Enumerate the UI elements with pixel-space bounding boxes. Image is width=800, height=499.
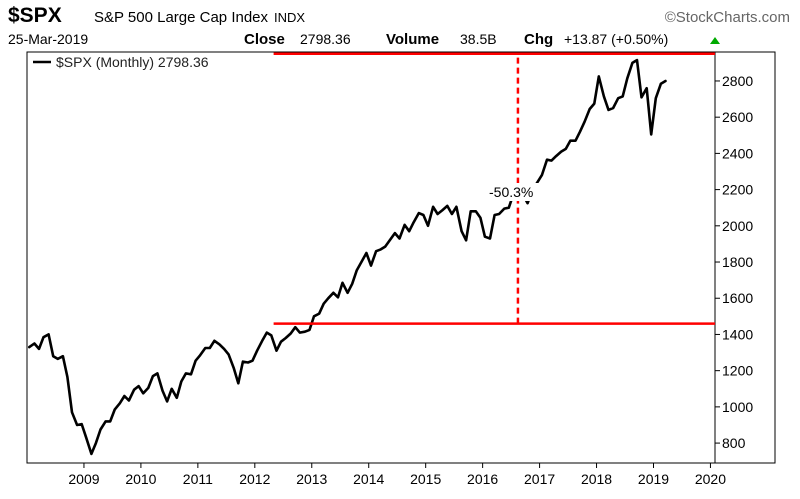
chg-value: +13.87 (+0.50%) (564, 31, 668, 47)
annotation-background (488, 183, 546, 201)
x-tick-label: 2014 (353, 471, 384, 487)
x-tick-label: 2020 (695, 471, 726, 487)
y-tick-label: 1800 (722, 254, 753, 270)
x-tick-label: 2011 (183, 471, 213, 487)
close-value: 2798.36 (300, 31, 351, 47)
y-tick-label: 1600 (722, 290, 753, 306)
y-tick-label: 1200 (722, 363, 753, 379)
x-tick-label: 2009 (68, 471, 99, 487)
y-tick-label: 1000 (722, 399, 753, 415)
x-tick-label: 2016 (467, 471, 498, 487)
symbol-text: $SPX (8, 4, 62, 27)
y-axis-panel (714, 51, 776, 464)
y-tick-label: 2400 (722, 145, 753, 161)
close-label: Close (244, 31, 285, 48)
y-tick-label: 800 (722, 435, 746, 451)
x-tick-label: 2013 (296, 471, 327, 487)
x-tick-label: 2015 (410, 471, 441, 487)
exchange-text: INDX (274, 10, 305, 25)
y-tick-label: 2600 (722, 109, 753, 125)
x-tick-label: 2017 (524, 471, 555, 487)
brand-watermark: ©StockCharts.com (665, 9, 790, 26)
y-tick-label: 1400 (722, 326, 753, 342)
date-text: 25-Mar-2019 (8, 31, 88, 47)
spx-price-line (28, 58, 667, 456)
index-name-text: S&P 500 Large Cap Index (94, 9, 269, 26)
volume-value: 38.5B (460, 31, 497, 47)
x-tick-label: 2019 (638, 471, 669, 487)
y-tick-label: 2000 (722, 218, 753, 234)
x-tick-label: 2012 (239, 471, 270, 487)
chg-label: Chg (524, 31, 553, 48)
axis-ticks-layer: 800 1000 1200 1400 1600 1800 2000 2200 2400 2600 2… (68, 73, 753, 487)
legend-label: $SPX (Monthly) 2798.36 (56, 54, 209, 70)
y-tick-label: 2200 (722, 182, 753, 198)
y-tick-label: 2800 (722, 73, 753, 89)
drawdown-annotation: -50.3% (489, 184, 533, 200)
x-tick-label: 2010 (125, 471, 156, 487)
up-arrow-icon (710, 37, 720, 44)
x-tick-label: 2018 (581, 471, 612, 487)
plot-frame (26, 51, 716, 464)
volume-label: Volume (386, 31, 439, 48)
data-layer (28, 58, 667, 456)
